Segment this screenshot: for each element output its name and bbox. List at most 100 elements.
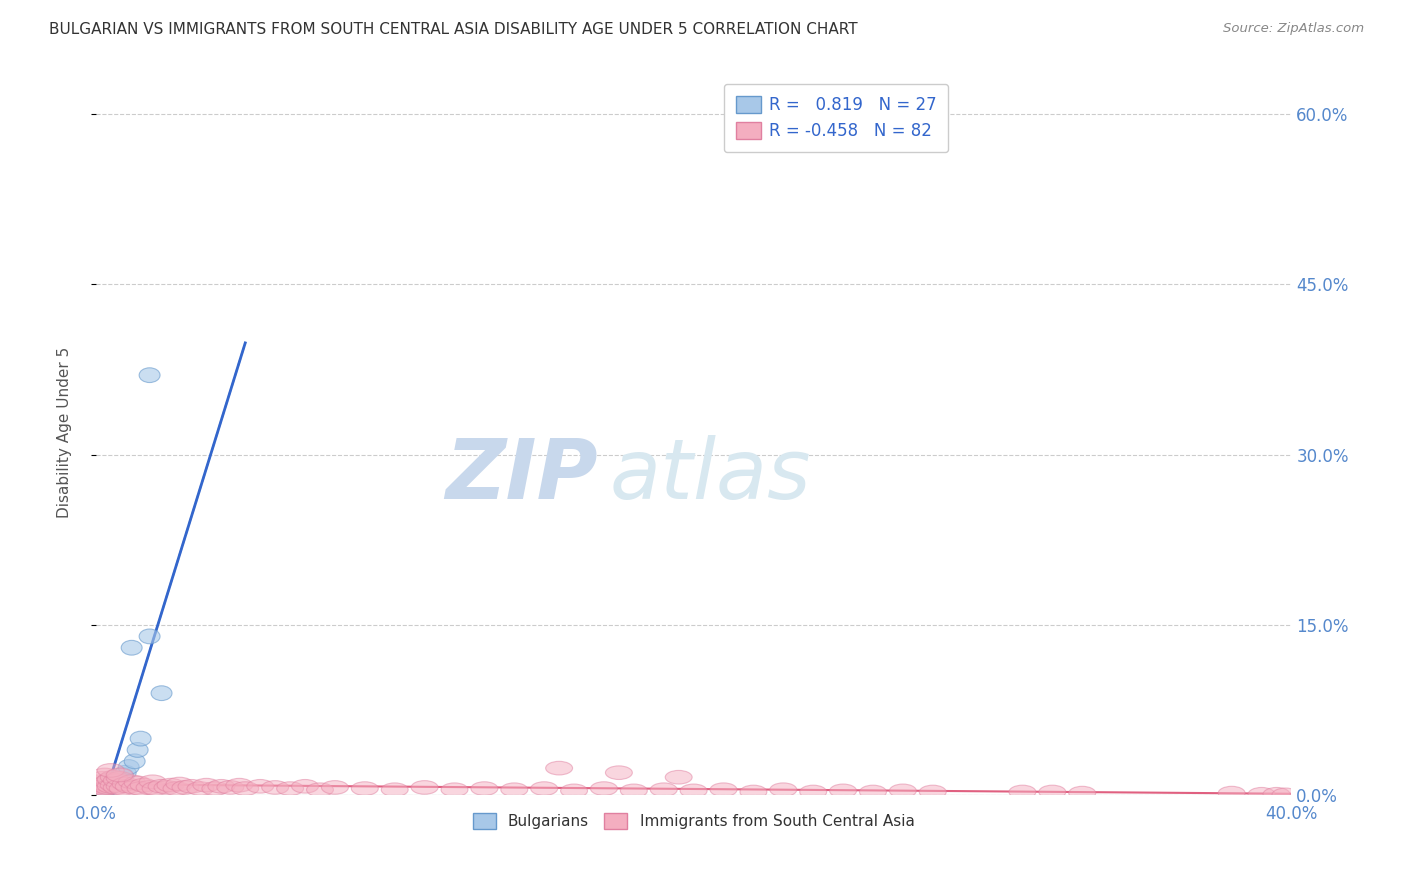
Ellipse shape [740,785,766,799]
Ellipse shape [1010,785,1036,799]
Ellipse shape [94,782,115,797]
Ellipse shape [136,780,163,794]
Ellipse shape [94,779,115,794]
Ellipse shape [471,781,498,796]
Text: Source: ZipAtlas.com: Source: ZipAtlas.com [1223,22,1364,36]
Ellipse shape [110,771,131,786]
Ellipse shape [217,780,243,794]
Ellipse shape [920,785,946,799]
Ellipse shape [1263,788,1289,801]
Ellipse shape [97,781,118,796]
Ellipse shape [681,784,707,797]
Ellipse shape [277,781,304,796]
Ellipse shape [89,779,115,792]
Ellipse shape [291,780,319,793]
Ellipse shape [179,780,205,793]
Ellipse shape [193,779,219,792]
Ellipse shape [93,781,114,796]
Ellipse shape [91,777,118,791]
Ellipse shape [157,779,184,792]
Ellipse shape [1039,785,1066,799]
Ellipse shape [150,686,172,700]
Ellipse shape [148,780,174,793]
Ellipse shape [118,775,145,789]
Ellipse shape [620,784,647,797]
Ellipse shape [89,784,115,797]
Ellipse shape [89,772,115,785]
Ellipse shape [86,783,112,797]
Ellipse shape [110,781,136,796]
Text: BULGARIAN VS IMMIGRANTS FROM SOUTH CENTRAL ASIA DISABILITY AGE UNDER 5 CORRELATI: BULGARIAN VS IMMIGRANTS FROM SOUTH CENTR… [49,22,858,37]
Ellipse shape [107,768,134,781]
Ellipse shape [139,629,160,644]
Ellipse shape [89,787,110,802]
Ellipse shape [1069,787,1095,800]
Ellipse shape [208,780,235,793]
Ellipse shape [187,781,214,796]
Ellipse shape [226,779,253,792]
Ellipse shape [112,777,139,791]
Ellipse shape [800,785,827,799]
Ellipse shape [127,742,148,757]
Ellipse shape [352,781,378,796]
Ellipse shape [124,776,150,789]
Ellipse shape [163,781,190,796]
Ellipse shape [830,784,856,797]
Ellipse shape [97,772,124,787]
Ellipse shape [97,780,124,793]
Ellipse shape [121,640,142,655]
Ellipse shape [139,368,160,383]
Ellipse shape [121,780,148,794]
Ellipse shape [166,777,193,791]
Ellipse shape [1249,788,1275,801]
Ellipse shape [591,781,617,796]
Ellipse shape [90,785,111,799]
Ellipse shape [89,786,110,800]
Ellipse shape [103,771,124,786]
Ellipse shape [103,774,131,788]
Ellipse shape [86,780,112,793]
Ellipse shape [770,783,797,797]
Ellipse shape [232,781,259,796]
Ellipse shape [94,775,121,789]
Ellipse shape [155,780,181,794]
Ellipse shape [91,768,118,781]
Legend: Bulgarians, Immigrants from South Central Asia: Bulgarians, Immigrants from South Centra… [467,806,921,835]
Ellipse shape [859,785,886,799]
Ellipse shape [202,781,229,796]
Ellipse shape [94,780,121,794]
Ellipse shape [710,783,737,797]
Ellipse shape [561,784,588,797]
Ellipse shape [246,780,274,793]
Ellipse shape [100,774,121,789]
Ellipse shape [651,783,678,797]
Ellipse shape [97,764,124,777]
Text: ZIP: ZIP [446,435,598,516]
Ellipse shape [100,779,127,792]
Ellipse shape [665,771,692,784]
Ellipse shape [1218,787,1246,800]
Ellipse shape [100,771,127,784]
Ellipse shape [91,781,118,796]
Ellipse shape [307,783,333,797]
Ellipse shape [131,779,157,792]
Ellipse shape [103,780,131,794]
Ellipse shape [262,780,288,794]
Ellipse shape [139,775,166,789]
Ellipse shape [501,783,527,797]
Ellipse shape [100,779,121,794]
Ellipse shape [112,768,134,782]
Ellipse shape [142,781,169,796]
Ellipse shape [91,783,112,798]
Ellipse shape [124,754,145,769]
Ellipse shape [107,780,134,793]
Y-axis label: Disability Age Under 5: Disability Age Under 5 [58,346,72,517]
Ellipse shape [1272,788,1299,802]
Ellipse shape [86,775,112,789]
Text: atlas: atlas [610,435,811,516]
Ellipse shape [606,766,633,780]
Ellipse shape [107,772,134,785]
Ellipse shape [97,777,118,791]
Ellipse shape [322,780,349,794]
Ellipse shape [118,760,139,774]
